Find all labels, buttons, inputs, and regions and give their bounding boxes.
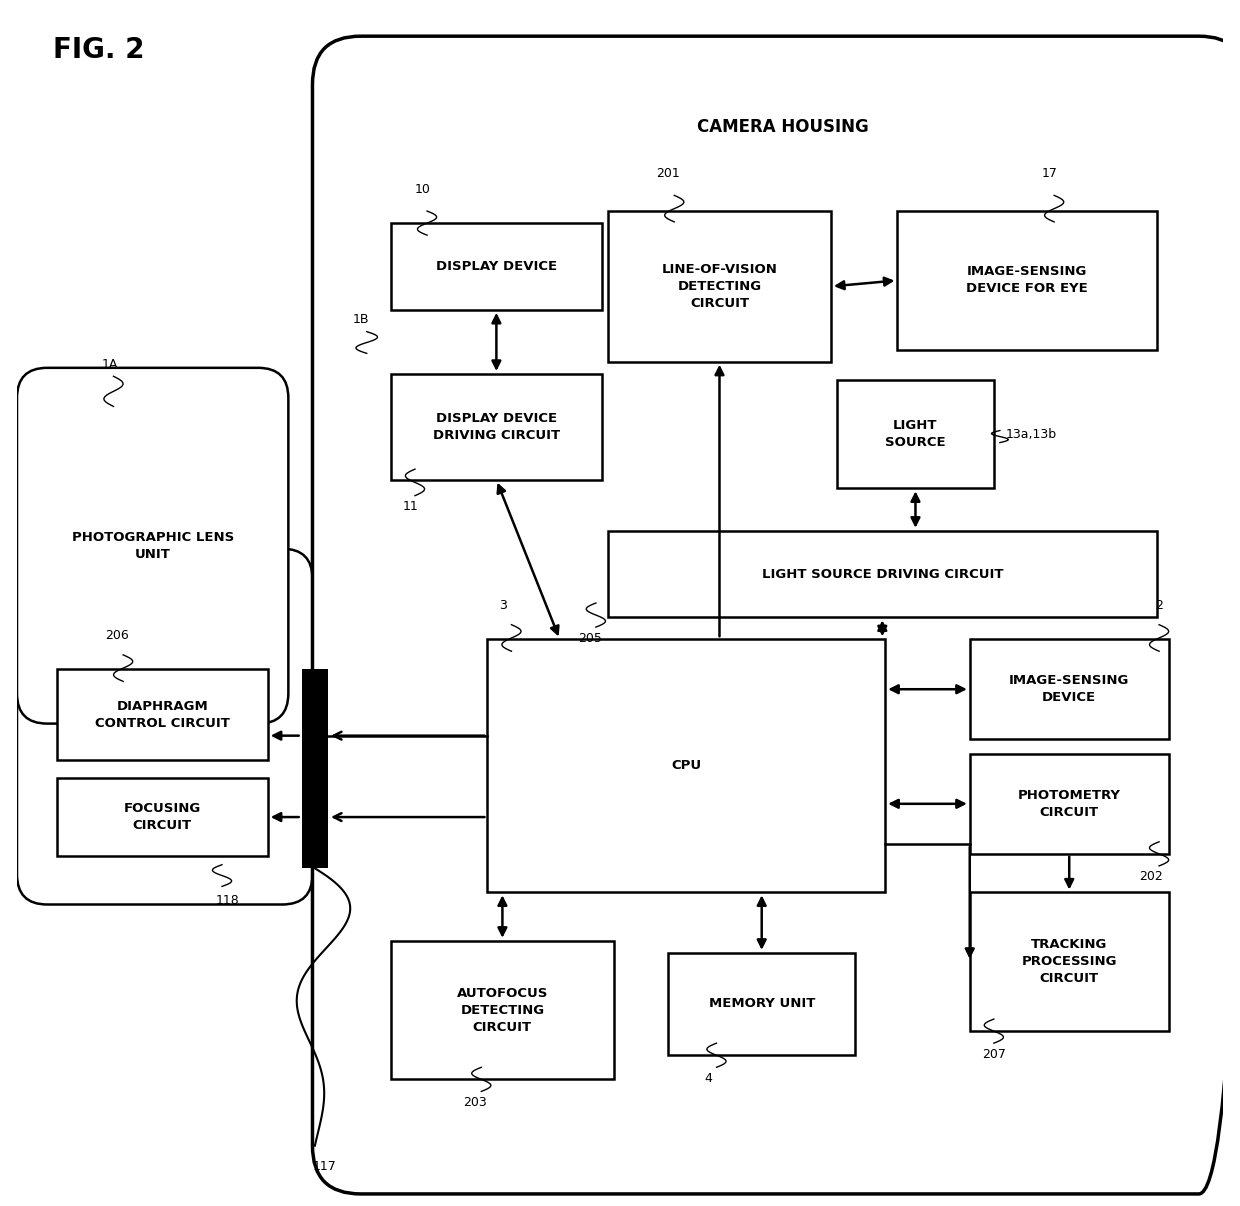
Bar <box>970 892 1169 1031</box>
Text: IMAGE-SENSING
DEVICE FOR EYE: IMAGE-SENSING DEVICE FOR EYE <box>966 265 1087 295</box>
Text: 1B: 1B <box>352 314 368 326</box>
Text: 11: 11 <box>403 500 419 513</box>
Bar <box>898 211 1157 350</box>
Text: PHOTOMETRY
CIRCUIT: PHOTOMETRY CIRCUIT <box>1018 789 1121 819</box>
Bar <box>391 374 601 480</box>
Text: TRACKING
PROCESSING
CIRCUIT: TRACKING PROCESSING CIRCUIT <box>1022 938 1117 985</box>
Bar <box>608 211 831 362</box>
Bar <box>837 380 994 488</box>
Text: DISPLAY DEVICE
DRIVING CIRCUIT: DISPLAY DEVICE DRIVING CIRCUIT <box>433 412 560 441</box>
Text: LIGHT
SOURCE: LIGHT SOURCE <box>885 420 946 449</box>
Text: DISPLAY DEVICE: DISPLAY DEVICE <box>435 260 557 273</box>
Text: 201: 201 <box>656 168 680 180</box>
Text: 202: 202 <box>1140 871 1163 883</box>
Text: 3: 3 <box>500 599 507 611</box>
Text: 206: 206 <box>105 630 129 642</box>
Text: 203: 203 <box>464 1096 487 1108</box>
Text: PHOTOGRAPHIC LENS
UNIT: PHOTOGRAPHIC LENS UNIT <box>72 531 234 561</box>
Bar <box>391 223 601 310</box>
Bar <box>970 639 1169 739</box>
Bar <box>487 639 885 892</box>
Text: 207: 207 <box>982 1048 1006 1060</box>
Bar <box>391 941 614 1079</box>
Text: IMAGE-SENSING
DEVICE: IMAGE-SENSING DEVICE <box>1009 674 1130 704</box>
Bar <box>57 778 268 856</box>
Text: FIG. 2: FIG. 2 <box>53 36 145 64</box>
Text: 10: 10 <box>415 183 430 195</box>
Bar <box>668 953 856 1055</box>
Text: AUTOFOCUS
DETECTING
CIRCUIT: AUTOFOCUS DETECTING CIRCUIT <box>456 987 548 1034</box>
Text: DIAPHRAGM
CONTROL CIRCUIT: DIAPHRAGM CONTROL CIRCUIT <box>95 699 229 730</box>
Bar <box>970 754 1169 854</box>
Text: 4: 4 <box>704 1072 712 1084</box>
Text: CPU: CPU <box>671 760 702 772</box>
Bar <box>301 669 329 868</box>
Bar <box>57 669 268 760</box>
Text: MEMORY UNIT: MEMORY UNIT <box>708 997 815 1011</box>
Text: 17: 17 <box>1042 168 1058 180</box>
FancyBboxPatch shape <box>17 368 289 724</box>
Text: LINE-OF-VISION
DETECTING
CIRCUIT: LINE-OF-VISION DETECTING CIRCUIT <box>662 263 777 310</box>
Text: CAMERA HOUSING: CAMERA HOUSING <box>697 118 869 135</box>
Text: 205: 205 <box>578 632 601 644</box>
Text: FOCUSING
CIRCUIT: FOCUSING CIRCUIT <box>124 802 201 832</box>
Text: 1A: 1A <box>102 358 118 370</box>
Text: LIGHT SOURCE DRIVING CIRCUIT: LIGHT SOURCE DRIVING CIRCUIT <box>761 568 1003 580</box>
Text: 118: 118 <box>216 895 239 907</box>
Text: 2: 2 <box>1154 599 1163 611</box>
Bar <box>608 531 1157 617</box>
Text: 13a,13b: 13a,13b <box>1006 428 1056 440</box>
Text: 117: 117 <box>312 1160 336 1172</box>
